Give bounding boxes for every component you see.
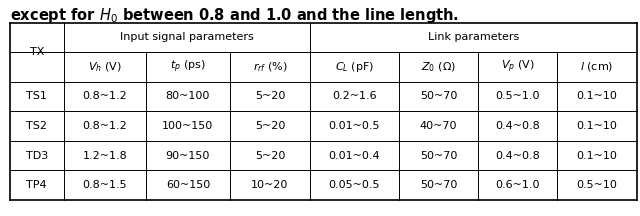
Text: $Z_0$ (Ω): $Z_0$ (Ω)	[421, 60, 456, 74]
Text: 0.01~0.5: 0.01~0.5	[328, 121, 380, 131]
Text: 1.2~1.8: 1.2~1.8	[83, 151, 127, 160]
Text: Input signal parameters: Input signal parameters	[120, 32, 253, 42]
Text: 0.1~10: 0.1~10	[577, 151, 618, 160]
Text: 0.5~1.0: 0.5~1.0	[495, 92, 540, 102]
Text: $C_L$ (pF): $C_L$ (pF)	[335, 60, 374, 74]
Text: 0.1~10: 0.1~10	[577, 121, 618, 131]
Text: 0.1~10: 0.1~10	[577, 92, 618, 102]
Text: 0.6~1.0: 0.6~1.0	[495, 180, 540, 190]
Text: 0.05~0.5: 0.05~0.5	[328, 180, 380, 190]
Text: 50~70: 50~70	[420, 92, 457, 102]
Text: 60~150: 60~150	[166, 180, 210, 190]
Text: 50~70: 50~70	[420, 180, 457, 190]
Text: 0.8~1.2: 0.8~1.2	[83, 121, 127, 131]
Text: TS1: TS1	[26, 92, 47, 102]
Text: 40~70: 40~70	[420, 121, 457, 131]
Text: TS2: TS2	[26, 121, 47, 131]
Text: $l$ (cm): $l$ (cm)	[580, 60, 614, 73]
Text: except for $H_0$ between 0.8 and 1.0 and the line length.: except for $H_0$ between 0.8 and 1.0 and…	[10, 6, 459, 25]
Text: 10~20: 10~20	[252, 180, 289, 190]
Text: 0.4~0.8: 0.4~0.8	[495, 121, 540, 131]
Text: 90~150: 90~150	[166, 151, 210, 160]
Text: 0.5~10: 0.5~10	[577, 180, 618, 190]
Text: 50~70: 50~70	[420, 151, 457, 160]
Text: 100~150: 100~150	[163, 121, 214, 131]
Text: $V_h$ (V): $V_h$ (V)	[88, 60, 122, 74]
Text: 5~20: 5~20	[255, 92, 285, 102]
Text: 0.8~1.2: 0.8~1.2	[83, 92, 127, 102]
Text: 5~20: 5~20	[255, 121, 285, 131]
Text: TX: TX	[29, 47, 44, 57]
Text: TP4: TP4	[26, 180, 47, 190]
Text: Link parameters: Link parameters	[428, 32, 519, 42]
Text: $r_{rf}$ (%): $r_{rf}$ (%)	[253, 60, 287, 74]
Text: $V_p$ (V): $V_p$ (V)	[501, 59, 534, 75]
Text: TD3: TD3	[26, 151, 48, 160]
Text: $t_p$ (ps): $t_p$ (ps)	[170, 59, 206, 75]
Text: 0.4~0.8: 0.4~0.8	[495, 151, 540, 160]
Text: 0.2~1.6: 0.2~1.6	[332, 92, 376, 102]
Text: 80~100: 80~100	[166, 92, 210, 102]
Text: 5~20: 5~20	[255, 151, 285, 160]
Text: 0.8~1.5: 0.8~1.5	[83, 180, 127, 190]
Text: 0.01~0.4: 0.01~0.4	[328, 151, 380, 160]
